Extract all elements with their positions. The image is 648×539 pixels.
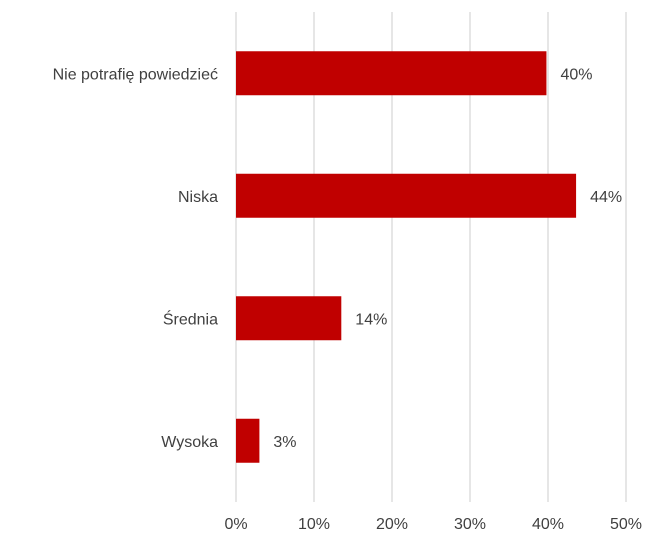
bar bbox=[236, 173, 577, 218]
x-tick-label: 20% bbox=[376, 516, 408, 533]
data-label: 44% bbox=[590, 189, 622, 206]
bar bbox=[236, 51, 547, 96]
category-label: Niska bbox=[178, 189, 218, 206]
bar bbox=[236, 296, 342, 341]
data-label: 40% bbox=[560, 66, 592, 83]
data-label: 14% bbox=[355, 311, 387, 328]
category-label: Średnia bbox=[163, 309, 218, 328]
x-tick-label: 40% bbox=[532, 516, 564, 533]
data-label: 3% bbox=[273, 434, 296, 451]
x-tick-label: 30% bbox=[454, 516, 486, 533]
category-label: Nie potrafię powiedzieć bbox=[53, 66, 218, 83]
bar bbox=[236, 418, 260, 463]
x-tick-label: 50% bbox=[610, 516, 642, 533]
category-label: Wysoka bbox=[161, 434, 218, 451]
x-tick-label: 10% bbox=[298, 516, 330, 533]
x-tick-label: 0% bbox=[224, 516, 247, 533]
